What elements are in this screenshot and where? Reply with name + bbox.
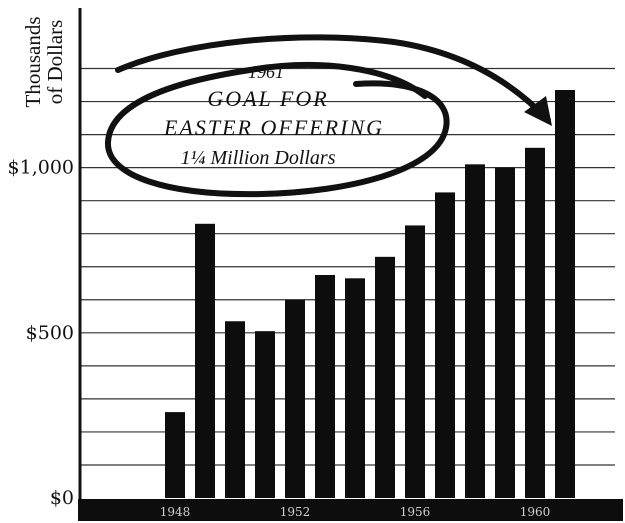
x-tick-label: 1960	[520, 505, 551, 519]
bar-1958	[465, 164, 485, 498]
bar-1953	[315, 275, 335, 498]
annotation-amount: 1¼ Million Dollars	[180, 147, 335, 169]
bar-1954	[345, 278, 365, 498]
bar-1959	[495, 167, 515, 498]
y-tick-label: $0	[50, 487, 74, 509]
x-tick-label: 1956	[400, 505, 431, 519]
annotation-loop-arrow	[104, 34, 551, 198]
y-tick-label: $500	[26, 322, 74, 344]
bar-1951	[255, 331, 275, 498]
bar-1948	[165, 412, 185, 498]
y-axis-title-line-2: of Dollars	[43, 20, 67, 105]
y-ticks: $0 $500 $1,000	[8, 157, 74, 509]
annotation-arrowhead	[524, 96, 552, 126]
bar-1952	[285, 299, 305, 498]
x-ticks: 1948 1952 1956 1960	[160, 505, 551, 519]
y-axis-title: Thousands of Dollars	[21, 17, 67, 108]
goal-annotation: 1961 GOAL FOR EASTER OFFERING 1¼ Million…	[104, 34, 552, 198]
x-axis-band	[78, 499, 623, 521]
annotation-easter-offering: EASTER OFFERING	[163, 115, 384, 140]
bar-1961	[555, 89, 575, 499]
bar-1960	[525, 147, 545, 498]
y-tick-label: $1,000	[8, 157, 74, 179]
bar-1957	[435, 192, 455, 498]
bar-1955	[375, 256, 395, 498]
annotation-year: 1961	[248, 62, 284, 82]
bars	[165, 89, 575, 499]
x-tick-label: 1948	[160, 505, 191, 519]
annotation-goal: GOAL FOR	[207, 86, 328, 111]
x-tick-label: 1952	[280, 505, 311, 519]
bar-1949	[195, 223, 215, 498]
bar-1950	[225, 321, 245, 498]
y-axis-title-line-1: Thousands	[21, 17, 45, 108]
bar-1956	[405, 225, 425, 498]
